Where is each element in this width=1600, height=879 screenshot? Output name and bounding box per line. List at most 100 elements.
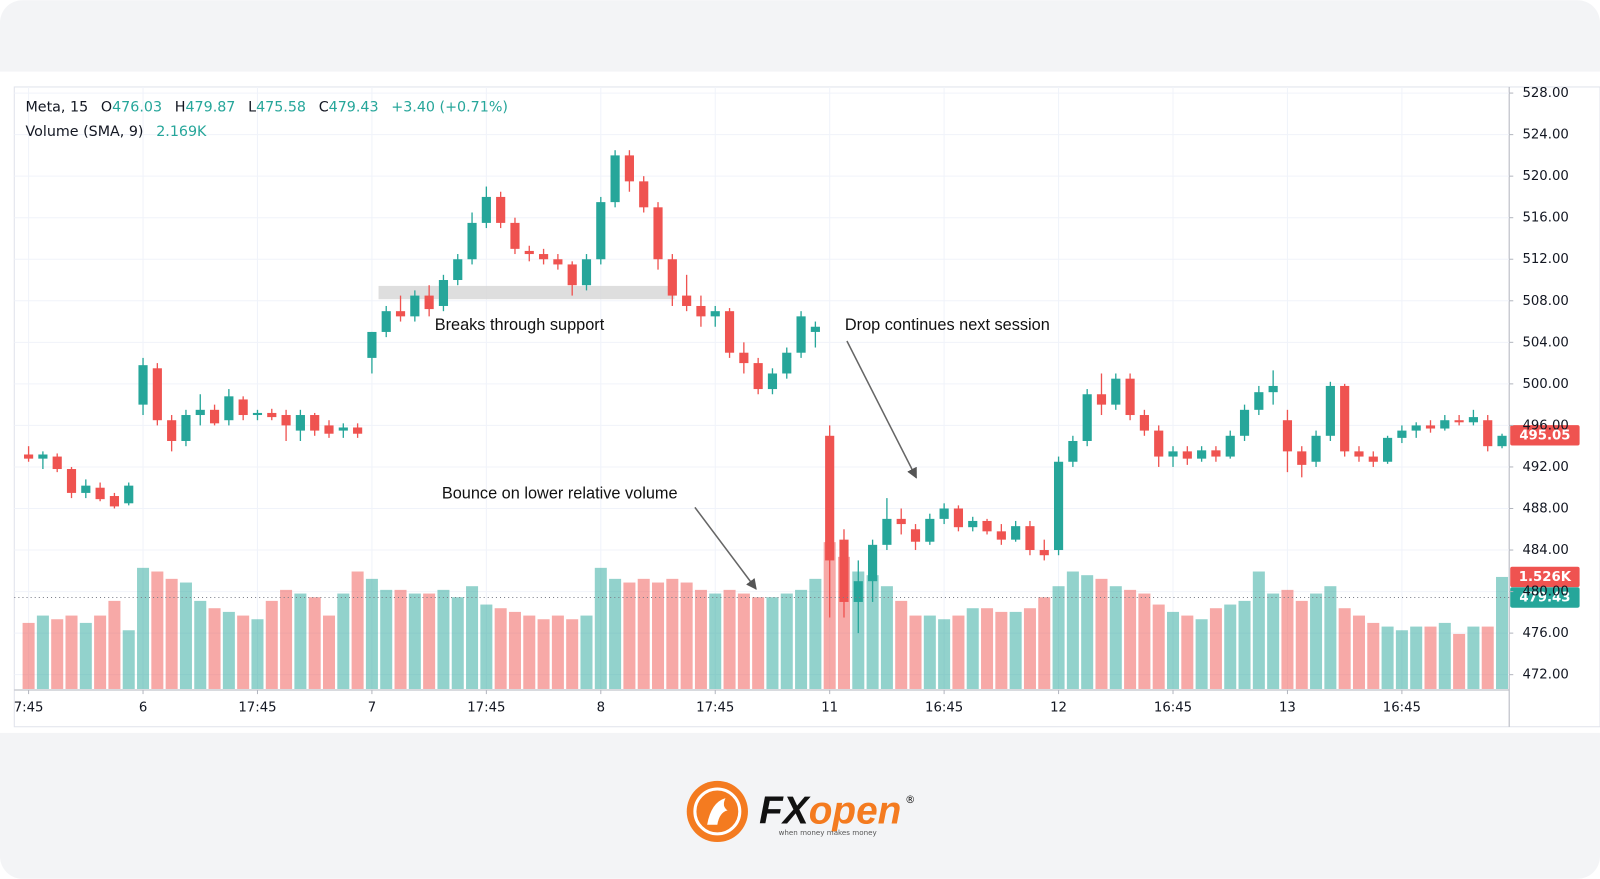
volume-bar <box>151 571 164 689</box>
candle-body <box>181 415 191 441</box>
volume-bar <box>1224 604 1237 689</box>
volume-pane <box>22 542 1509 689</box>
candle-body <box>1468 417 1478 423</box>
volume-tag-label: 1.526K <box>1519 570 1572 585</box>
price-tag-label: 495.05 <box>1519 428 1570 443</box>
candle-body <box>496 196 506 223</box>
logo-emblem-shape <box>707 798 728 825</box>
candle-body <box>1311 435 1321 462</box>
volume-bar <box>580 615 593 689</box>
annotation-arrow <box>694 506 757 590</box>
volume-bar <box>1138 593 1151 689</box>
candle-body <box>252 412 263 416</box>
candle-body <box>624 155 634 182</box>
volume-bar <box>165 578 178 689</box>
candle-body <box>1039 550 1049 556</box>
volume-bar <box>137 567 150 689</box>
x-tick-label: 17:45 <box>467 700 505 715</box>
candle-body <box>238 399 248 416</box>
candle-body <box>968 520 978 528</box>
candle-body <box>1440 420 1450 429</box>
volume-bar <box>294 593 307 689</box>
support-zone <box>378 285 675 300</box>
volume-bar <box>351 571 364 689</box>
volume-bar <box>1038 597 1051 689</box>
y-tick-label: 476.00 <box>1522 626 1568 641</box>
volume-bar <box>938 619 951 689</box>
candle-body <box>1125 378 1135 416</box>
price-tag-label: 479.43 <box>1519 590 1570 605</box>
volume-bar <box>795 589 808 689</box>
volume-bar <box>1109 586 1122 689</box>
x-tick-label: 7 <box>368 700 376 715</box>
logo-tagline: when money makes money <box>779 828 877 837</box>
volume-bar <box>408 593 421 689</box>
x-tick-label: 11 <box>821 700 838 715</box>
candle-body <box>395 311 406 317</box>
x-tick-label: 7:45 <box>14 700 44 715</box>
candle-body <box>1197 450 1207 459</box>
candle-body <box>281 415 291 426</box>
indicator-line: Volume (SMA, 9) 2.169K <box>26 124 208 140</box>
volume-bar <box>251 619 264 689</box>
y-tick-label: 492.00 <box>1522 460 1568 475</box>
volume-bar <box>94 615 107 689</box>
logo-emblem-ring <box>693 787 742 836</box>
volume-bar <box>995 611 1008 689</box>
volume-bar <box>1424 626 1437 689</box>
candle-body <box>1211 450 1221 457</box>
volume-bar <box>966 608 979 689</box>
candle-body <box>295 415 305 431</box>
volume-bar <box>466 586 479 689</box>
candle-body <box>1068 440 1078 462</box>
candle-body <box>52 456 62 470</box>
volume-bar <box>752 597 765 689</box>
volume-bar <box>1352 615 1365 689</box>
x-tick-label: 6 <box>139 700 147 715</box>
x-tick-label: 12 <box>1050 700 1067 715</box>
candle-body <box>839 539 849 602</box>
candle-body <box>24 454 34 459</box>
candle-body <box>810 326 820 332</box>
volume-tag <box>1510 566 1580 588</box>
x-tick-label: 16:45 <box>1154 700 1192 715</box>
volume-bar <box>709 593 722 689</box>
candles <box>24 150 1507 634</box>
ohlc-value: 479.87 <box>185 99 235 115</box>
candle-body <box>939 508 949 519</box>
volume-bar <box>237 615 250 689</box>
y-tick-label: 512.00 <box>1522 252 1568 267</box>
volume-bar <box>222 611 235 689</box>
candle-body <box>1411 425 1421 431</box>
candle-body <box>1111 378 1121 405</box>
candle-body <box>896 518 906 525</box>
volume-bar <box>623 582 636 689</box>
y-tick-label: 524.00 <box>1522 128 1568 143</box>
candle-body <box>539 254 549 260</box>
annotation: Bounce on lower relative volume <box>442 484 678 502</box>
candle-body <box>124 485 134 504</box>
x-tick-label: 16:45 <box>1383 700 1421 715</box>
candle-body <box>1383 437 1393 462</box>
volume-bar <box>909 615 922 689</box>
volume-bar <box>365 578 378 689</box>
volume-bar <box>322 615 336 689</box>
ohlc-prefix: H <box>175 99 186 115</box>
candle-body <box>324 425 334 434</box>
volume-bar <box>1181 615 1194 689</box>
candle-body <box>567 264 577 286</box>
candle-body <box>639 181 649 208</box>
candle-body <box>1282 420 1293 452</box>
volume-bar <box>179 582 192 689</box>
candle-body <box>596 202 606 260</box>
candle-body <box>1454 420 1464 423</box>
volume-bar <box>1252 571 1265 689</box>
candle-body <box>853 581 863 602</box>
indicator-value: 2.169K <box>156 124 207 140</box>
chart-frame <box>13 86 1600 728</box>
annotation-arrow <box>846 340 918 479</box>
logo: FXopen ® when money makes money <box>686 780 915 843</box>
candle-body <box>610 155 620 203</box>
candle-body <box>581 259 592 286</box>
